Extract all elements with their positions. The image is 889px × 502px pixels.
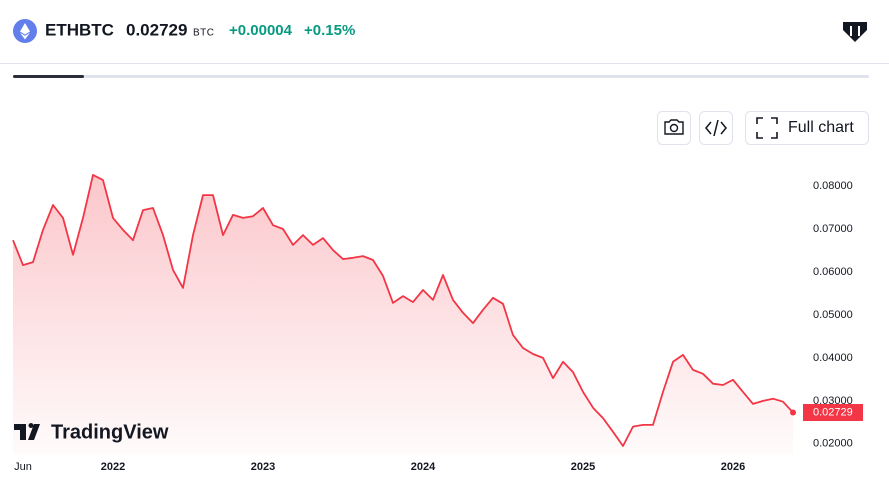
change: +0.00004 [229, 22, 293, 39]
tab-track [13, 75, 869, 78]
camera-lens [669, 123, 679, 133]
eth-glyph [20, 23, 30, 40]
x-tick-label: 2024 [411, 461, 436, 473]
currency: BTC [193, 28, 215, 39]
watermark: TradingView [51, 421, 169, 443]
logo-icon[interactable] [843, 22, 867, 42]
y-tick-label: 0.08000 [813, 180, 853, 192]
symbol: ETHBTC [45, 20, 114, 39]
price: 0.02729 [126, 20, 187, 39]
change-percent: +0.15% [304, 22, 355, 39]
camera-icon [664, 119, 684, 135]
x-tick-label: Jun [14, 461, 32, 473]
plot: 0.02000 0.03000 0.04000 0.05000 0.06000 0.070… [12, 174, 863, 473]
x-tick-label: 2026 [721, 461, 745, 473]
watermark-logo [14, 422, 40, 440]
logo-glyph [850, 26, 860, 36]
tab-indicator[interactable] [13, 75, 84, 78]
y-tick-label: 0.05000 [813, 309, 853, 321]
last-point [790, 409, 796, 416]
last-price-label: 0.02729 [813, 406, 853, 418]
y-tick-label: 0.06000 [813, 266, 853, 278]
x-tick-label: 2022 [101, 461, 125, 473]
price-line [12, 174, 794, 447]
y-tick-label: 0.02000 [813, 438, 853, 450]
area-fill [13, 174, 793, 455]
fullscreen-icon [756, 117, 778, 139]
snapshot-button[interactable] [657, 111, 691, 145]
y-tick-label: 0.03000 [813, 395, 853, 407]
full-chart-label[interactable]: Full chart [788, 119, 854, 136]
y-tick-label: 0.04000 [813, 352, 853, 364]
x-tick-label: 2023 [251, 461, 275, 473]
code-icon [705, 119, 727, 137]
last-price-badge [803, 404, 863, 422]
x-tick-label: 2025 [571, 461, 595, 473]
y-tick-label: 0.07000 [813, 223, 853, 235]
